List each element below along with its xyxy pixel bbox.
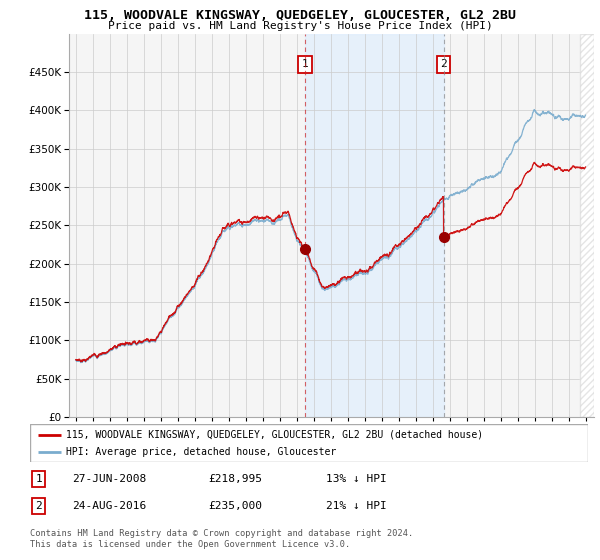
Bar	[305, 34, 443, 417]
Text: £235,000: £235,000	[209, 501, 263, 511]
Text: 2: 2	[35, 501, 43, 511]
Text: 21% ↓ HPI: 21% ↓ HPI	[326, 501, 386, 511]
Text: 1: 1	[302, 59, 308, 69]
Text: 1: 1	[35, 474, 43, 484]
Bar	[580, 34, 594, 417]
Text: 24-AUG-2016: 24-AUG-2016	[72, 501, 146, 511]
Text: Contains HM Land Registry data © Crown copyright and database right 2024.
This d: Contains HM Land Registry data © Crown c…	[30, 529, 413, 549]
Text: £218,995: £218,995	[209, 474, 263, 484]
Text: 115, WOODVALE KINGSWAY, QUEDGELEY, GLOUCESTER, GL2 2BU: 115, WOODVALE KINGSWAY, QUEDGELEY, GLOUC…	[84, 9, 516, 22]
Text: 27-JUN-2008: 27-JUN-2008	[72, 474, 146, 484]
Text: 115, WOODVALE KINGSWAY, QUEDGELEY, GLOUCESTER, GL2 2BU (detached house): 115, WOODVALE KINGSWAY, QUEDGELEY, GLOUC…	[66, 430, 484, 440]
Text: Price paid vs. HM Land Registry's House Price Index (HPI): Price paid vs. HM Land Registry's House …	[107, 21, 493, 31]
Text: 13% ↓ HPI: 13% ↓ HPI	[326, 474, 386, 484]
Bar	[580, 34, 594, 417]
Text: 2: 2	[440, 59, 447, 69]
Text: HPI: Average price, detached house, Gloucester: HPI: Average price, detached house, Glou…	[66, 447, 337, 458]
